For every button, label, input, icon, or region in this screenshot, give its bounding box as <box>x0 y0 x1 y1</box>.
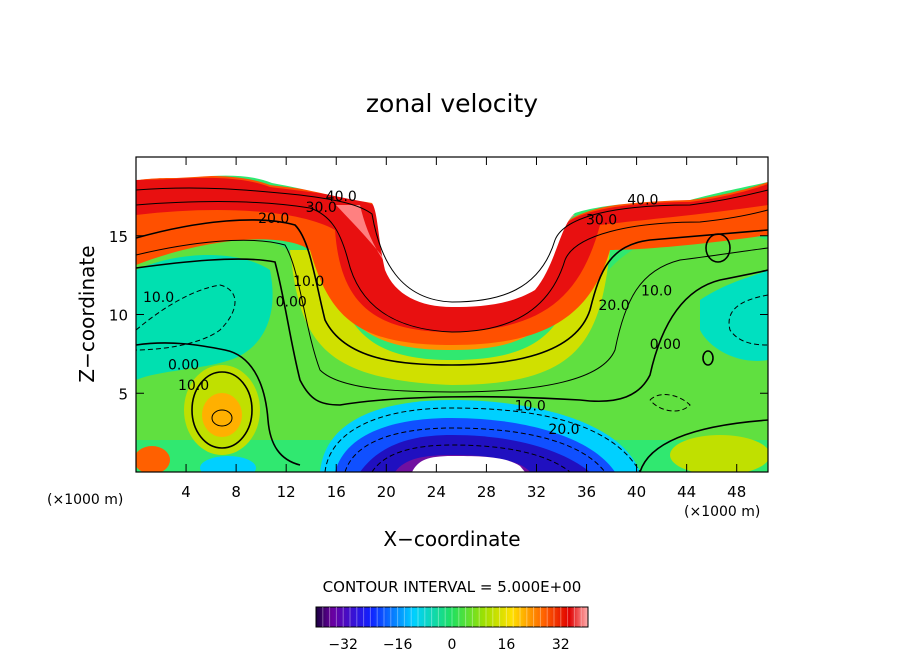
contour-line-10 <box>136 239 768 393</box>
contour-line-0-lower <box>136 342 301 466</box>
chart-title: zonal velocity <box>366 89 538 118</box>
contour-label: 30.0 <box>586 213 617 229</box>
upper-jet-core <box>136 177 768 332</box>
contour-label: 10.0 <box>143 290 174 306</box>
colorbar-tick-label: 0 <box>448 637 457 653</box>
x-tick-label: 36 <box>577 483 596 501</box>
x-tick-label: 32 <box>527 483 546 501</box>
masked-bottom <box>412 456 525 472</box>
contour-loop-warm <box>191 371 253 449</box>
colorbar-ticks: −32 −16 0 16 32 <box>328 637 569 653</box>
contour-labels: 40.030.020.010.00.0010.00.0010.040.030.0… <box>143 189 681 438</box>
mid-band <box>136 230 768 440</box>
contour-line-right-pos <box>639 419 768 472</box>
x-tick-label: 24 <box>427 483 446 501</box>
colorbar-tick-label: 32 <box>552 637 570 653</box>
colorbar-gradient <box>315 606 589 628</box>
contour-label: 0.00 <box>650 337 681 353</box>
colorbar-tick-label: 16 <box>497 637 515 653</box>
y-tick-label: 10 <box>109 307 128 325</box>
contour-line-right-neg <box>728 294 768 346</box>
colorbar-tick-label: −32 <box>328 637 358 653</box>
contour-label: 20.0 <box>598 298 629 314</box>
contour-label: 20.0 <box>258 211 289 227</box>
contour-label: 10.0 <box>515 399 546 415</box>
contour-label: 10.0 <box>641 284 672 300</box>
contour-interval-label: CONTOUR INTERVAL = 5.000E+00 <box>323 578 582 596</box>
contour-line-neg10-left <box>136 284 236 351</box>
contour-line-neg10-bottom <box>324 407 641 472</box>
contour-line-40 <box>136 187 768 303</box>
x-tick-label: 12 <box>277 483 296 501</box>
bottom-right-warm <box>670 435 768 472</box>
contour-label: 30.0 <box>306 200 337 216</box>
y-axis: 5 10 15 <box>109 228 768 403</box>
x-tick-label: 4 <box>181 483 191 501</box>
bottom-left-cyan <box>200 456 256 472</box>
left-cyan-region <box>136 255 273 380</box>
x-tick-label: 44 <box>677 483 696 501</box>
contour-label: 10.0 <box>178 378 209 394</box>
contour-line-right-neg2 <box>649 394 691 412</box>
contour-label: 0.00 <box>276 295 307 311</box>
contour-line-0 <box>136 258 768 406</box>
contour-line-20 <box>136 219 768 366</box>
contour-lines <box>136 187 768 472</box>
left-warm-core <box>202 393 242 437</box>
contour-field: 40.030.020.010.00.0010.00.0010.040.030.0… <box>136 157 768 472</box>
x-tick-label: 48 <box>727 483 746 501</box>
y-axis-label: Z−coordinate <box>75 245 99 382</box>
contour-label: 20.0 <box>548 422 579 438</box>
jet-pink-edge <box>336 205 575 306</box>
y-tick-label: 5 <box>118 385 128 403</box>
contour-label: 10.0 <box>293 274 324 290</box>
yellow-band <box>290 250 610 385</box>
contour-loop-warm-inner <box>211 409 233 427</box>
masked-top <box>136 157 768 307</box>
contour-line-neg30-bottom <box>371 444 571 472</box>
contour-label: 40.0 <box>627 192 658 208</box>
right-cyan-region <box>700 270 768 361</box>
x-tick-label: 28 <box>477 483 496 501</box>
x-axis: 4 8 12 16 20 24 28 32 36 40 44 48 <box>181 157 746 501</box>
colorbar: −32 −16 0 16 32 <box>315 606 589 653</box>
contour-loop-right-upper <box>705 233 731 263</box>
x-tick-label: 20 <box>377 483 396 501</box>
contour-label: 0.00 <box>168 358 199 374</box>
x-unit-left: (×1000 m) <box>47 492 123 508</box>
contour-line-neg20-bottom <box>344 427 606 472</box>
contour-label: 40.0 <box>326 189 357 205</box>
x-tick-label: 8 <box>231 483 241 501</box>
x-tick-label: 40 <box>627 483 646 501</box>
contour-loop-right-mid <box>702 350 714 366</box>
x-axis-label: X−coordinate <box>383 527 520 551</box>
corner-warm-patch <box>136 446 170 472</box>
x-tick-label: 16 <box>327 483 346 501</box>
colorbar-stripes <box>322 607 582 627</box>
y-tick-label: 15 <box>109 228 128 246</box>
x-unit-right: (×1000 m) <box>684 504 760 520</box>
contour-line-30 <box>136 201 768 333</box>
colorbar-tick-label: −16 <box>383 637 413 653</box>
